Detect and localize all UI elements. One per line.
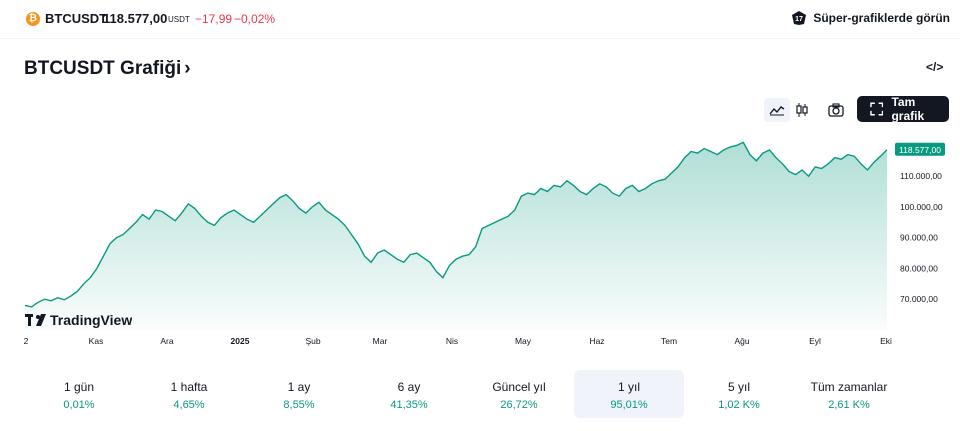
x-tick-label: Kas bbox=[89, 336, 104, 346]
x-tick-label: Eyl bbox=[809, 336, 821, 346]
area-chart-icon bbox=[769, 106, 785, 116]
x-tick-label: Ağu bbox=[734, 336, 749, 346]
range-label: 1 yıl bbox=[617, 380, 640, 394]
x-tick-label: Şub bbox=[305, 336, 320, 346]
full-chart-button[interactable]: Tam grafik bbox=[857, 95, 949, 123]
price-chart[interactable]: 110.000,00 100.000,00 90.000,00 80.000,00 70… bbox=[0, 130, 960, 352]
screenshot-button[interactable] bbox=[823, 98, 849, 122]
range-change: 1,02 K% bbox=[718, 399, 760, 411]
y-tick-label: 80.000,00 bbox=[900, 264, 938, 274]
x-tick-label: Tem bbox=[661, 336, 677, 346]
price-line bbox=[24, 141, 888, 308]
y-tick-label: 90.000,00 bbox=[900, 233, 938, 243]
x-tick-label: Mar bbox=[373, 336, 388, 346]
range-option[interactable]: Tüm zamanlar 2,61 K% bbox=[794, 370, 904, 418]
y-tick-label: 110.000,00 bbox=[900, 171, 942, 181]
watermark-text: TradingView bbox=[50, 312, 132, 328]
tradingview-watermark: TradingView bbox=[25, 312, 132, 328]
x-tick-label: Eki bbox=[880, 336, 892, 346]
range-label: 1 ay bbox=[287, 380, 311, 394]
range-option[interactable]: Güncel yıl 26,72% bbox=[464, 370, 574, 418]
ticker-symbol[interactable]: BTCUSDT bbox=[45, 11, 108, 26]
fullscreen-icon bbox=[870, 102, 884, 116]
svg-text:17: 17 bbox=[795, 16, 803, 23]
embed-code-icon[interactable]: </> bbox=[926, 60, 944, 74]
super-charts-link[interactable]: 17 Süper-grafiklerde görün bbox=[791, 10, 950, 26]
ticker-bar: ₿ BTCUSDT 118.577,00 USDT −17,99 −0,02% … bbox=[0, 0, 960, 39]
range-label: 5 yıl bbox=[727, 380, 750, 394]
range-selector: 1 gün 0,01% 1 hafta 4,65% 1 ay 8,55% 6 ay 41,35… bbox=[24, 370, 904, 418]
range-label: Tüm zamanlar bbox=[810, 380, 888, 394]
last-price-label: 118.577,00 bbox=[895, 142, 945, 156]
x-tick-label: Ara bbox=[160, 336, 174, 346]
range-option[interactable]: 5 yıl 1,02 K% bbox=[684, 370, 794, 418]
full-chart-label: Tam grafik bbox=[891, 95, 925, 123]
y-tick-label: 100.000,00 bbox=[900, 202, 943, 212]
candlestick-icon bbox=[796, 103, 808, 117]
range-option[interactable]: 1 hafta 4,65% bbox=[134, 370, 244, 418]
tradingview-logo-icon: 17 bbox=[792, 11, 807, 25]
tradingview-logo-mark-icon bbox=[25, 314, 46, 326]
range-change: 2,61 K% bbox=[828, 399, 870, 411]
range-label: Güncel yıl bbox=[492, 380, 546, 394]
area-chart-button[interactable] bbox=[764, 98, 790, 122]
ticker-currency: USDT bbox=[168, 15, 190, 24]
range-change: 41,35% bbox=[390, 399, 428, 411]
chevron-right-icon: › bbox=[184, 58, 191, 79]
bitcoin-icon: ₿ bbox=[26, 12, 40, 26]
ticker-change: −17,99 bbox=[195, 12, 233, 26]
range-option[interactable]: 1 yıl 95,01% bbox=[574, 370, 684, 418]
range-change: 4,65% bbox=[173, 399, 205, 411]
range-option[interactable]: 1 ay 8,55% bbox=[244, 370, 354, 418]
ticker-price: 118.577,00 bbox=[103, 11, 168, 26]
x-tick-label: 2 bbox=[24, 336, 29, 346]
range-change: 8,55% bbox=[283, 399, 315, 411]
x-tick-label: May bbox=[515, 336, 532, 346]
range-change: 26,72% bbox=[500, 399, 538, 411]
range-option[interactable]: 6 ay 41,35% bbox=[354, 370, 464, 418]
x-tick-label: Nis bbox=[446, 336, 458, 346]
last-price-value: 118.577,00 bbox=[899, 145, 941, 155]
price-area-fill bbox=[25, 142, 887, 330]
range-label: 1 hafta bbox=[170, 380, 208, 394]
range-label: 1 gün bbox=[63, 380, 95, 394]
range-change: 0,01% bbox=[63, 399, 95, 411]
page-title-text: BTCUSDT Grafiği bbox=[24, 58, 182, 79]
x-tick-label: 2025 bbox=[231, 336, 250, 346]
x-tick-label: Haz bbox=[589, 336, 604, 346]
range-change: 95,01% bbox=[610, 399, 648, 411]
range-label: 6 ay bbox=[397, 380, 421, 394]
camera-icon bbox=[828, 103, 844, 117]
ticker-change-percent: −0,02% bbox=[234, 12, 276, 26]
y-tick-label: 70.000,00 bbox=[900, 294, 938, 304]
super-charts-label: Süper-grafiklerde görün bbox=[813, 11, 950, 25]
range-option[interactable]: 1 gün 0,01% bbox=[24, 370, 134, 418]
page-title[interactable]: BTCUSDT Grafiği › bbox=[24, 58, 191, 80]
candlestick-chart-button[interactable] bbox=[789, 98, 815, 122]
